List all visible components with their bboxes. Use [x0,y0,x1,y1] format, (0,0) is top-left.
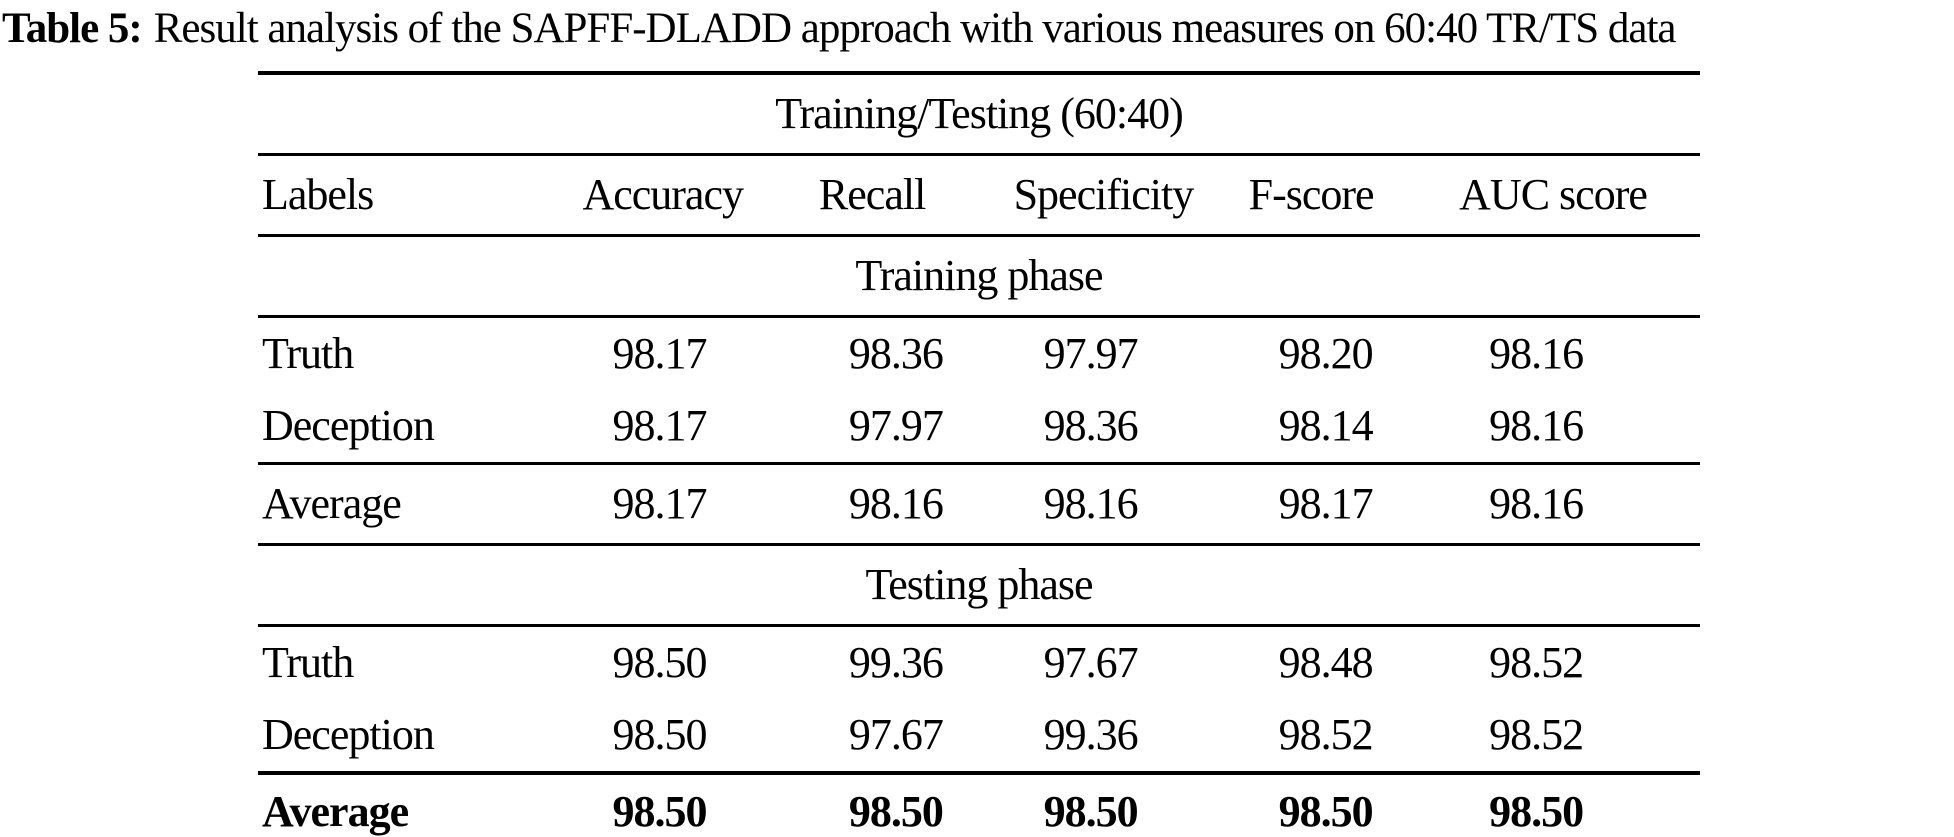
table-caption-label: Table 5: [2,5,143,52]
row-training-truth: Truth 98.17 98.36 97.97 98.20 98.16 [258,317,1700,391]
metric-cell: 97.67 [1043,638,1139,687]
row-label: Deception [258,699,583,775]
row-label: Truth [262,638,354,687]
metric-cell: 98.17 [582,390,819,465]
col-header-fscore: F-score [1248,154,1460,237]
metric-cell: 98.52 [1459,699,1700,775]
metric-cell: 98.14 [1248,390,1460,465]
section-header-testing: Testing phase [258,544,1700,627]
metric-cell: 98.16 [1013,463,1249,546]
metric-cell: 98.50 [818,773,1014,837]
group-header-row: Training/Testing (60:40) [258,71,1700,156]
metric-cell: 99.36 [1013,699,1249,775]
metric-cell: 98.16 [1459,463,1700,546]
row-testing-deception: Deception 98.50 97.67 99.36 98.52 98.52 [258,699,1700,775]
row-label: Average [258,773,583,837]
row-testing-truth: Truth 98.50 99.36 97.67 98.48 98.52 [258,626,1700,700]
col-header-specificity: Specificity [1013,154,1249,237]
metric-cell: 98.50 [582,773,819,837]
metric-cell: 98.50 [1248,773,1460,837]
metric-cell: 97.97 [818,390,1014,465]
metric-cell: 98.16 [1489,329,1584,378]
row-label: Deception [258,390,583,465]
col-header-recall: Recall [818,154,1014,237]
metric-cell: 97.97 [1043,329,1139,378]
metric-cell: 98.50 [1459,773,1700,837]
table-caption-text: Result analysis of the SAPFF-DLADD appro… [153,5,1677,52]
col-header-accuracy: Accuracy [582,154,819,237]
metric-cell: 98.36 [1013,390,1249,465]
section-header-training-label: Training phase [258,235,1700,318]
row-training-deception: Deception 98.17 97.97 98.36 98.14 98.16 [258,390,1700,465]
row-training-average: Average 98.17 98.16 98.16 98.17 98.16 [258,463,1700,546]
section-header-testing-label: Testing phase [258,544,1700,627]
metric-cell: 99.36 [848,638,944,687]
metric-cell: 97.67 [818,699,1014,775]
col-header-auc: AUC score [1459,154,1700,237]
results-table: Training/Testing (60:40) Labels Accuracy… [258,71,1700,837]
row-label: Truth [262,329,354,378]
metric-cell: 98.20 [1278,329,1374,378]
page: Table 5: Result analysis of the SAPFF-DLA… [0,3,1954,837]
metric-cell: 98.52 [1489,638,1584,687]
metric-cell: 98.50 [612,638,707,687]
col-header-labels: Labels [258,154,583,237]
table-caption: Table 5: Result analysis of the SAPFF-DLA… [2,3,1954,55]
metric-cell: 98.17 [612,329,707,378]
metric-cell: 98.48 [1278,638,1374,687]
metric-cell: 98.16 [818,463,1014,546]
metric-cell: 98.16 [1459,390,1700,465]
metric-cell: 98.50 [1013,773,1249,837]
column-header-row: Labels Accuracy Recall Specificity F-sco… [258,154,1700,237]
metric-cell: 98.52 [1248,699,1460,775]
group-header: Training/Testing (60:40) [258,71,1700,156]
metric-cell: 98.17 [582,463,819,546]
row-label: Average [258,463,583,546]
section-header-training: Training phase [258,235,1700,318]
row-testing-average: Average 98.50 98.50 98.50 98.50 98.50 [258,773,1700,837]
metric-cell: 98.36 [848,329,944,378]
metric-cell: 98.50 [582,699,819,775]
metric-cell: 98.17 [1248,463,1460,546]
